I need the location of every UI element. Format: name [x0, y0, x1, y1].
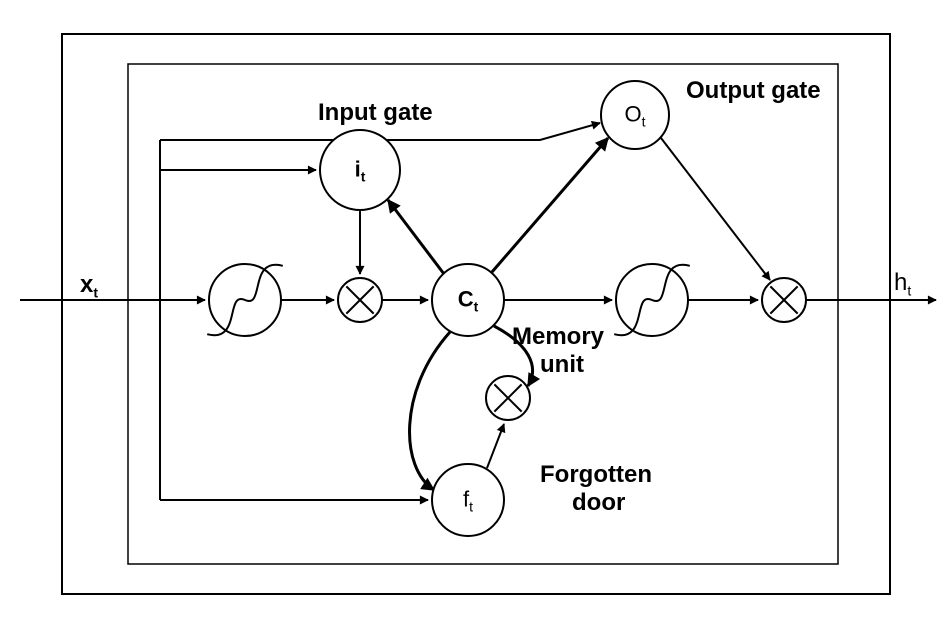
diagram-canvas: itCtOtftxthtInput gateOutput gateMemoryu…	[0, 0, 952, 635]
edge-ct-ft-curve	[410, 332, 450, 490]
label-output_gate: Output gate	[686, 77, 821, 104]
label-memory2: unit	[540, 351, 584, 378]
label-forgot2: door	[572, 489, 625, 516]
label-xt: xt	[80, 271, 98, 300]
edge-ct-ot	[492, 138, 608, 272]
label-ht: ht	[894, 269, 911, 298]
edge-ot-mult2	[661, 138, 770, 280]
label-input_gate: Input gate	[318, 99, 433, 126]
label-memory1: Memory	[512, 323, 605, 350]
label-forgot1: Forgotten	[540, 461, 652, 488]
edge-ct-it	[388, 200, 444, 274]
edge-ft-mult3	[487, 424, 504, 468]
